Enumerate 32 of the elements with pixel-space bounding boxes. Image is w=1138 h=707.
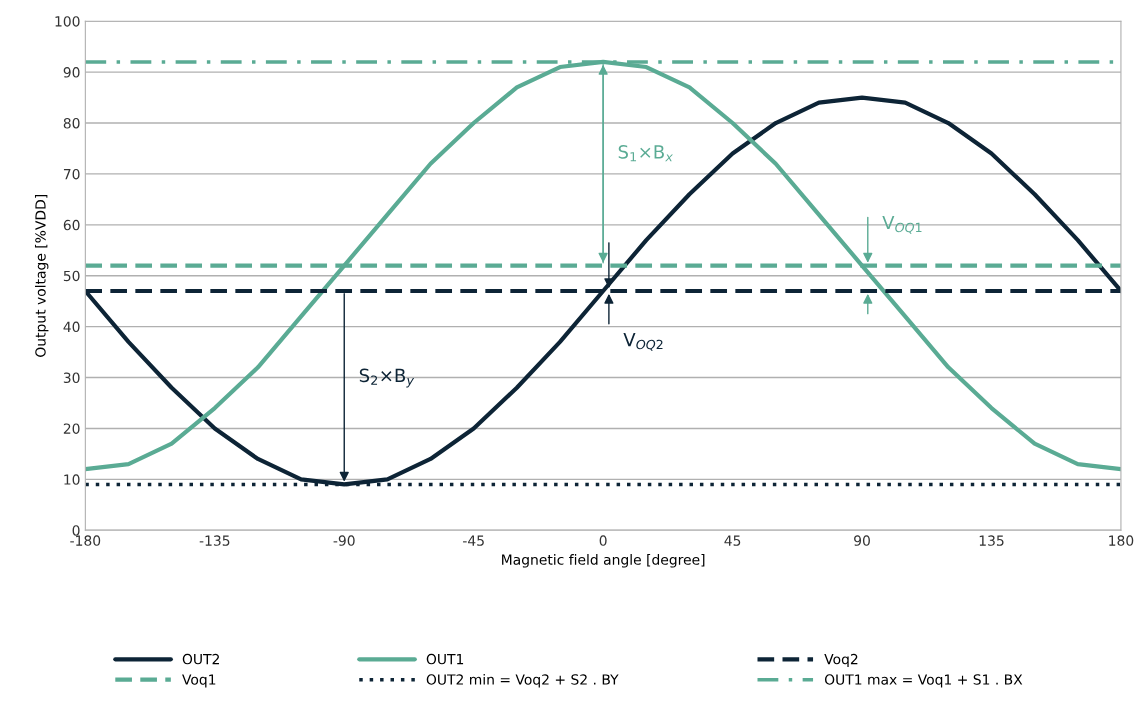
y-tick-label: 20	[63, 423, 80, 434]
x-tick-label: 180	[1109, 535, 1134, 546]
x-tick-label: 135	[979, 535, 1004, 546]
legend-label: OUT2 min = Voq2 + S2 . BY	[426, 673, 619, 688]
y-tick-label: 90	[63, 67, 80, 78]
legend-label: OUT1	[426, 653, 464, 665]
x-axis-title: Magnetic field angle [degree]	[502, 554, 705, 568]
x-tick-label: 0	[599, 535, 607, 546]
y-tick-label: 30	[63, 372, 80, 384]
x-tick-label: 90	[854, 535, 870, 546]
legend-label: OUT2	[182, 653, 219, 665]
y-tick-label: 40	[63, 321, 80, 333]
x-tick-label: -135	[199, 535, 230, 546]
y-tick-label: 80	[63, 117, 80, 129]
x-tick-label: -180	[70, 535, 101, 546]
x-tick-label: -45	[463, 535, 484, 546]
legend-label: OUT1 max = Voq1 + S1 . BX	[824, 674, 1023, 688]
annotation: S$_{2}$×B$_{y}$	[359, 368, 415, 388]
legend-label: Voq1	[182, 674, 216, 688]
legend-label: Voq2	[824, 653, 858, 668]
y-tick-label: 70	[63, 168, 80, 180]
y-tick-label: 10	[64, 474, 80, 485]
y-axis-title: Output voltage [%VDD]	[34, 194, 49, 357]
annotation: V$_{OQ1}$	[882, 215, 922, 234]
x-tick-label: -90	[333, 535, 355, 546]
annotation: S$_{1}$×B$_{x}$	[618, 145, 673, 162]
annotation: V$_{OQ2}$	[623, 332, 663, 351]
y-tick-label: 50	[63, 270, 80, 282]
y-tick-label: 60	[63, 219, 80, 231]
y-tick-label: 100	[55, 16, 80, 27]
x-tick-label: 45	[724, 535, 741, 546]
y-tick-label: 0	[72, 525, 80, 536]
